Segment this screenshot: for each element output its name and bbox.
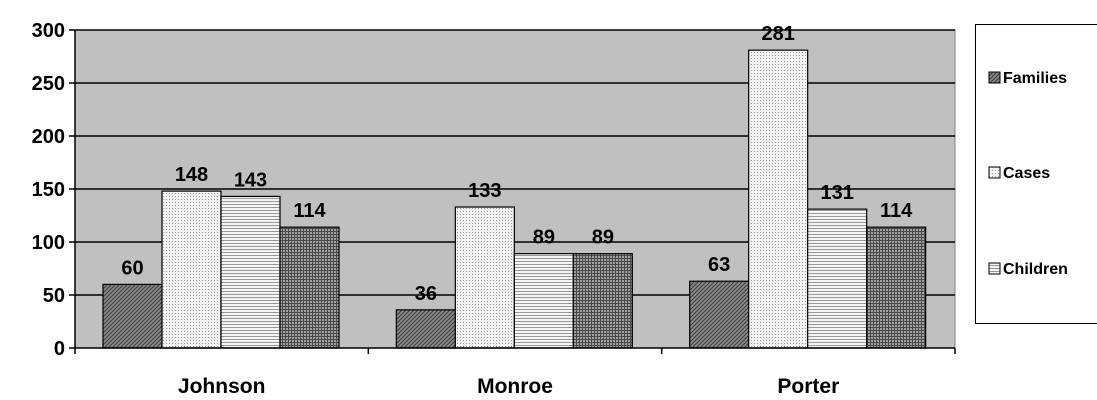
bar-children-johnson bbox=[220, 195, 281, 349]
x-category-label: Monroe bbox=[477, 375, 553, 398]
data-label: 148 bbox=[175, 164, 208, 186]
bar-unlabeled-johnson bbox=[279, 226, 340, 349]
bar-cases-johnson bbox=[161, 190, 222, 349]
bar-unlabeled-porter bbox=[866, 226, 927, 349]
data-label: 143 bbox=[234, 169, 267, 191]
data-label: 63 bbox=[708, 254, 730, 276]
data-label: 114 bbox=[293, 200, 326, 222]
data-label: 89 bbox=[533, 227, 555, 249]
bar-unlabeled-monroe bbox=[572, 253, 633, 349]
x-category-label: Porter bbox=[777, 375, 839, 398]
y-tick-label: 300 bbox=[32, 20, 65, 42]
legend-swatch-cases bbox=[988, 166, 1001, 179]
legend-label-children: Children bbox=[1003, 261, 1068, 278]
bars bbox=[102, 49, 927, 349]
bar-cases-porter bbox=[748, 49, 809, 349]
value-labels: 60 148 143 114 36 133 89 89 63 281 131 114 bbox=[121, 23, 913, 305]
data-label: 114 bbox=[880, 200, 913, 222]
data-label: 89 bbox=[592, 227, 614, 249]
y-tick-labels: 0 50 100 150 200 250 300 bbox=[32, 20, 65, 360]
data-label: 281 bbox=[761, 23, 794, 45]
y-tick-label: 250 bbox=[32, 73, 65, 95]
data-label: 133 bbox=[468, 180, 501, 202]
bar-families-johnson bbox=[102, 283, 163, 349]
legend-label-families: Families bbox=[1003, 70, 1067, 87]
legend-swatch-children bbox=[988, 262, 1001, 275]
axes bbox=[69, 29, 956, 354]
bar-cases-monroe bbox=[454, 206, 515, 349]
y-tick-label: 100 bbox=[32, 232, 65, 254]
bar-families-porter bbox=[689, 280, 750, 349]
x-category-label: Johnson bbox=[178, 375, 266, 398]
legend-label-cases: Cases bbox=[1003, 165, 1050, 182]
bar-children-monroe bbox=[513, 253, 574, 349]
y-tick-label: 0 bbox=[54, 338, 65, 360]
y-tick-label: 200 bbox=[32, 126, 65, 148]
data-label: 60 bbox=[121, 257, 143, 279]
data-label: 36 bbox=[415, 283, 437, 305]
bar-children-porter bbox=[807, 208, 868, 349]
data-label: 131 bbox=[820, 182, 853, 204]
y-tick-label: 50 bbox=[43, 285, 65, 307]
legend: Families Cases Children bbox=[975, 24, 1097, 324]
legend-swatch-families bbox=[988, 71, 1001, 84]
y-tick-label: 150 bbox=[32, 179, 65, 201]
bar-families-monroe bbox=[395, 309, 456, 349]
x-category-labels: Johnson Monroe Porter bbox=[178, 375, 839, 398]
